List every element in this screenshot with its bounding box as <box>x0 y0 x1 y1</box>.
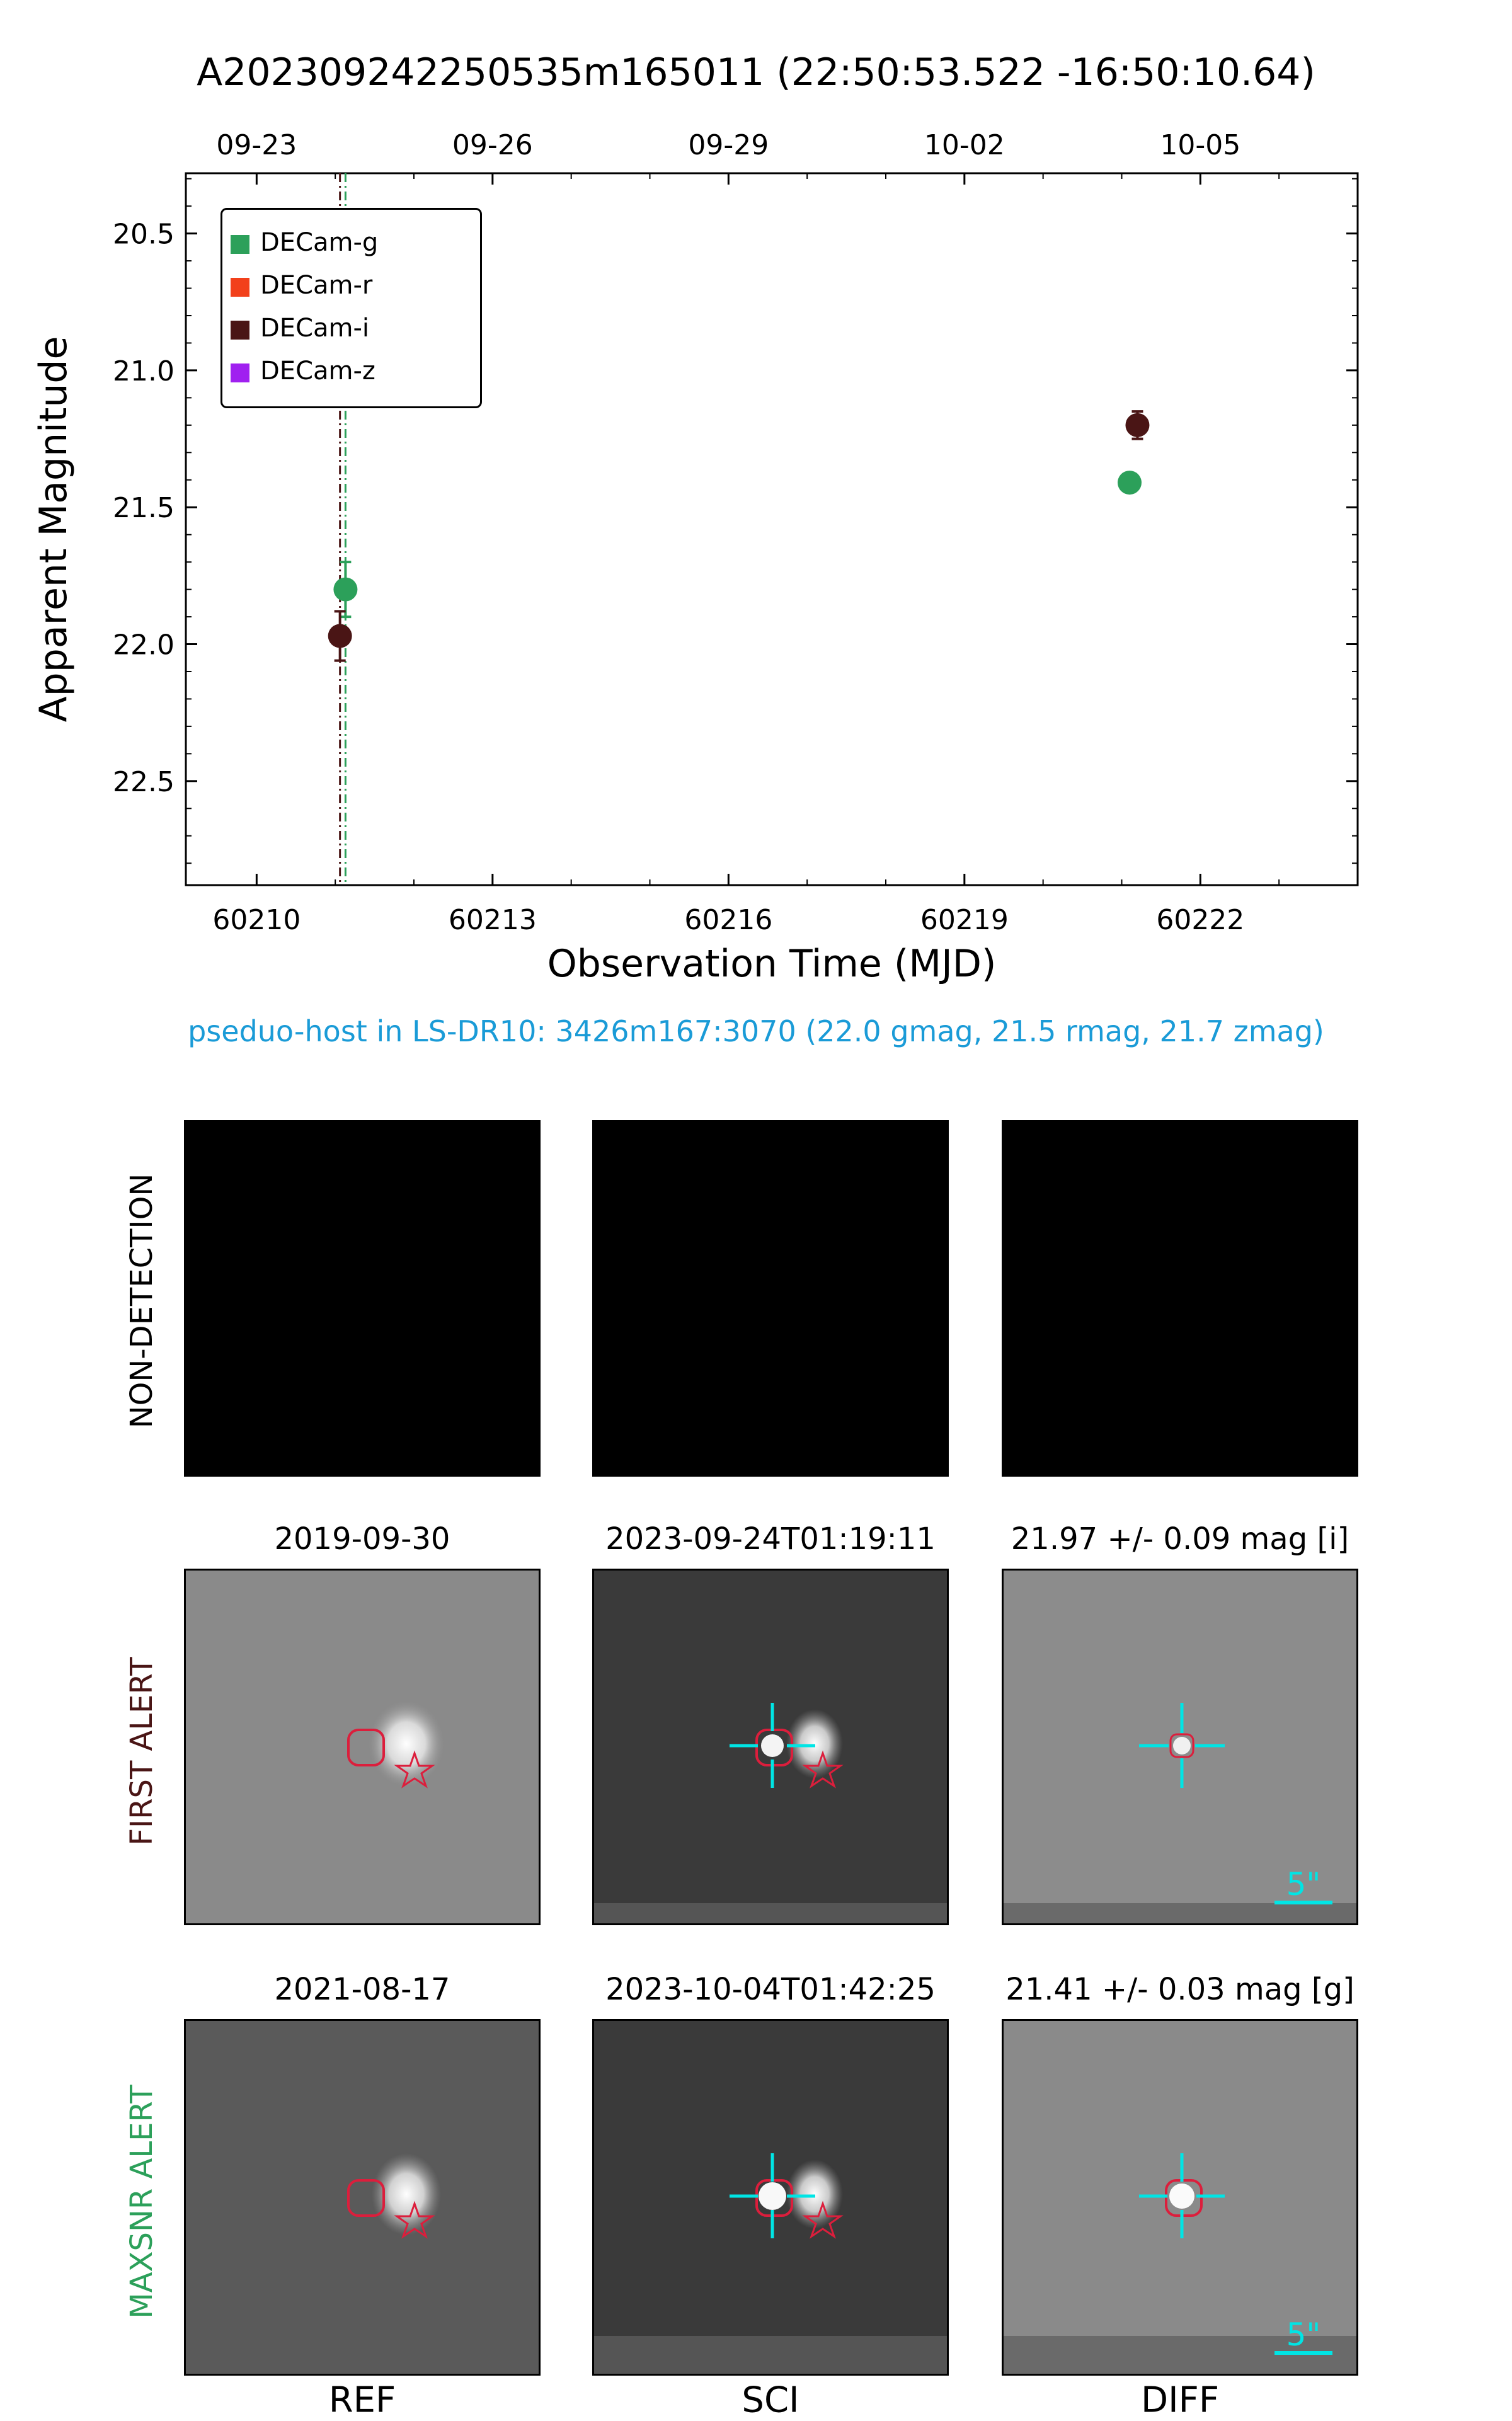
y-tick-label: 21.5 <box>113 492 175 524</box>
x-axis-label: Observation Time (MJD) <box>547 942 997 986</box>
legend-swatch-g <box>231 235 249 254</box>
transient-source <box>1169 2183 1194 2209</box>
legend-swatch-z <box>231 363 249 382</box>
data-point <box>1125 413 1150 437</box>
crosshair <box>1139 1703 1225 1788</box>
source-marker <box>347 1729 385 1766</box>
nondet-sci-stamp <box>592 1120 949 1477</box>
x-tick-label: 60216 <box>684 904 772 936</box>
first-ref-image <box>186 1571 539 1923</box>
max-ref-title: 2021-08-17 <box>274 1972 450 2007</box>
light-curve-plot: 60210 60213 60216 60219 60222 09-23 09-26 09-29… <box>113 129 1359 936</box>
legend: DECam-g DECam-r DECam-i DECam-z <box>220 208 482 408</box>
col-label-sci: SCI <box>742 2379 799 2421</box>
first-sci-title: 2023-09-24T01:19:11 <box>605 1521 936 1557</box>
top-tick-label: 09-26 <box>452 129 533 161</box>
host-star-marker <box>802 1750 844 1789</box>
y-tick-label: 22.0 <box>113 629 175 661</box>
col-label-ref: REF <box>328 2379 396 2421</box>
max-diff-stamp: 5" <box>1002 2019 1358 2376</box>
edge-artifact <box>594 1903 947 1923</box>
scale-label: 5" <box>1286 1866 1321 1903</box>
top-tick-label: 09-23 <box>216 129 297 161</box>
data-point <box>328 624 352 648</box>
host-star-marker <box>394 2201 435 2239</box>
first-ref-stamp <box>184 1569 541 1925</box>
first-diff-image: 5" <box>1004 1571 1356 1923</box>
chart-title: A202309242250535m165011 (22:50:53.522 -1… <box>197 50 1315 94</box>
x-tick-label: 60219 <box>920 904 1009 936</box>
source-marker <box>1169 1733 1194 1758</box>
source-marker <box>1165 2179 1203 2217</box>
col-label-diff: DIFF <box>1140 2379 1220 2421</box>
edge-artifact <box>594 2336 947 2374</box>
y-tick-label: 22.5 <box>113 766 175 798</box>
edge-artifact <box>1004 1903 1356 1923</box>
first-ref-title: 2019-09-30 <box>274 1521 450 1557</box>
max-sci-title: 2023-10-04T01:42:25 <box>605 1972 936 2007</box>
host-galaxy <box>786 1709 843 1778</box>
legend-item-z: DECam-z <box>231 355 375 387</box>
scale-label: 5" <box>1286 2316 1321 2353</box>
first-diff-title: 21.97 +/- 0.09 mag [i] <box>1011 1521 1349 1557</box>
host-star-marker <box>802 2201 844 2239</box>
max-ref-image <box>186 2021 539 2374</box>
nondet-ref-stamp <box>184 1120 541 1477</box>
top-tick-label: 10-05 <box>1160 129 1240 161</box>
host-galaxy <box>372 2153 441 2235</box>
crosshair <box>730 1703 815 1788</box>
first-sci-stamp <box>592 1569 949 1925</box>
y-axis-label: Apparent Magnitude <box>32 336 76 723</box>
legend-item-r: DECam-r <box>231 270 373 301</box>
first-sci-image <box>594 1571 947 1923</box>
source-marker <box>755 1729 793 1766</box>
y-tick-label: 20.5 <box>113 219 175 251</box>
x-tick-label: 60213 <box>449 904 537 936</box>
first-diff-stamp: 5" <box>1002 1569 1358 1925</box>
host-galaxy <box>786 2160 843 2229</box>
top-tick-label: 10-02 <box>924 129 1005 161</box>
crosshair <box>1139 2153 1225 2238</box>
row-label-maxsnr-alert: MAXSNR ALERT <box>124 2085 159 2319</box>
transient-source <box>761 1734 784 1757</box>
y-tick-label: 21.0 <box>113 355 175 387</box>
legend-label-r: DECam-r <box>260 271 373 300</box>
source-marker <box>755 2179 793 2217</box>
transient-source <box>759 2182 786 2210</box>
x-tick-label: 60222 <box>1156 904 1244 936</box>
host-galaxy <box>369 1701 444 1787</box>
source-marker <box>347 2179 385 2217</box>
max-sci-image <box>594 2021 947 2374</box>
legend-label-z: DECam-z <box>260 357 375 386</box>
data-point <box>333 577 358 602</box>
plot-frame <box>185 172 1359 886</box>
host-info: pseduo-host in LS-DR10: 3426m167:3070 (2… <box>188 1014 1324 1048</box>
x-tick-label: 60210 <box>212 904 301 936</box>
crosshair <box>730 2153 815 2238</box>
legend-swatch-r <box>231 278 249 297</box>
legend-label-g: DECam-g <box>260 228 379 257</box>
host-star-marker <box>394 1750 435 1789</box>
legend-label-i: DECam-i <box>260 314 370 343</box>
legend-swatch-i <box>231 321 249 340</box>
max-diff-image: 5" <box>1004 2021 1356 2374</box>
top-tick-label: 09-29 <box>688 129 769 161</box>
nondet-diff-stamp <box>1002 1120 1358 1477</box>
legend-item-i: DECam-i <box>231 312 370 344</box>
max-sci-stamp <box>592 2019 949 2376</box>
row-label-non-detection: NON-DETECTION <box>124 1173 159 1429</box>
data-point <box>1117 471 1142 495</box>
row-label-first-alert: FIRST ALERT <box>124 1657 159 1846</box>
max-ref-stamp <box>184 2019 541 2376</box>
max-diff-title: 21.41 +/- 0.03 mag [g] <box>1005 1972 1354 2007</box>
transient-source <box>1173 1737 1191 1754</box>
legend-item-g: DECam-g <box>231 227 379 258</box>
